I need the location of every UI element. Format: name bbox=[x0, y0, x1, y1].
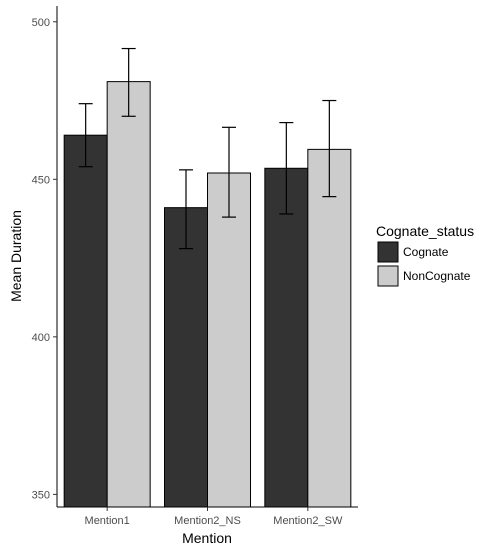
legend-label: NonCognate bbox=[403, 269, 471, 283]
y-tick-label: 500 bbox=[32, 17, 50, 29]
x-ticks: Mention1 Mention2_NS Mention2_SW bbox=[85, 507, 343, 527]
legend-key bbox=[377, 265, 399, 287]
error-bar-noncognate-mention2_ns bbox=[222, 126, 236, 218]
bar-noncognate-mention2_sw bbox=[307, 148, 352, 508]
x-axis-title: Mention bbox=[182, 530, 232, 546]
bar-cognate-mention1 bbox=[63, 134, 108, 508]
bar-noncognate-mention1 bbox=[106, 81, 151, 508]
legend-items: Cognate NonCognate bbox=[377, 241, 471, 287]
legend: Cognate_status Cognate NonCognate bbox=[376, 223, 474, 287]
legend-item-cognate: Cognate bbox=[377, 241, 449, 263]
error-bar-noncognate-mention1 bbox=[121, 47, 136, 117]
bars bbox=[63, 81, 352, 508]
x-tick-label: Mention1 bbox=[85, 515, 130, 527]
error-bar-cognate-mention2_sw bbox=[279, 121, 294, 215]
bar-cognate-mention2_sw bbox=[264, 167, 309, 508]
y-ticks: 350 400 450 500 bbox=[32, 17, 57, 501]
y-tick-label: 350 bbox=[32, 489, 50, 501]
x-tick-label: Mention2_NS bbox=[174, 515, 241, 527]
error-bars bbox=[78, 47, 337, 250]
x-tick-label: Mention2_SW bbox=[273, 515, 343, 527]
error-bar-cognate-mention1 bbox=[78, 103, 93, 168]
y-axis-title: Mean Duration bbox=[8, 210, 24, 302]
bar-cognate-mention2_ns bbox=[164, 207, 208, 508]
legend-key bbox=[377, 241, 399, 263]
legend-title: Cognate_status bbox=[376, 223, 474, 239]
error-bar-noncognate-mention2_sw bbox=[322, 99, 337, 198]
legend-item-noncognate: NonCognate bbox=[377, 265, 471, 287]
y-tick-label: 400 bbox=[32, 332, 50, 344]
legend-label: Cognate bbox=[403, 245, 449, 259]
error-bar-cognate-mention2_ns bbox=[179, 169, 193, 250]
y-tick-label: 450 bbox=[32, 174, 50, 186]
bar-noncognate-mention2_ns bbox=[207, 172, 251, 508]
